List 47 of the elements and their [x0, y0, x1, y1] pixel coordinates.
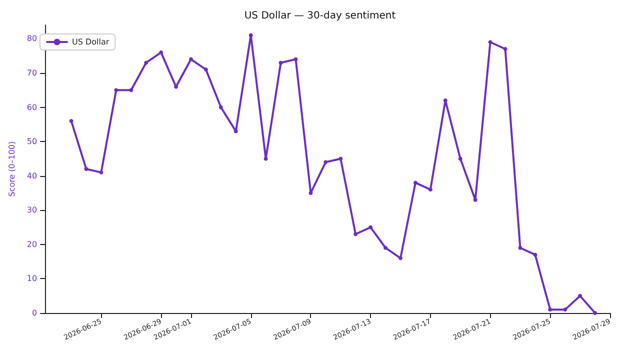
point [234, 129, 238, 134]
y-tick-label: 30 [26, 206, 38, 215]
point [578, 294, 582, 298]
point [368, 225, 373, 230]
y-tick-label: 70 [26, 68, 38, 78]
point [413, 180, 418, 185]
point [338, 156, 343, 161]
point [294, 57, 298, 62]
y-axis-title: Score (0–100) [8, 141, 16, 197]
point [384, 246, 388, 250]
legend-label: US Dollar [72, 38, 110, 46]
y-tick-label: 0 [32, 308, 38, 318]
point [159, 50, 164, 54]
point [533, 252, 538, 257]
point [264, 156, 268, 161]
point [518, 246, 522, 250]
point [129, 88, 134, 92]
point [354, 232, 358, 236]
y-tick-label: 40 [26, 171, 38, 180]
point [428, 188, 432, 192]
point [308, 191, 313, 195]
point [488, 40, 492, 44]
point [99, 170, 104, 174]
point [593, 311, 598, 315]
y-tick-label: 20 [26, 240, 38, 249]
y-tick-label: 60 [26, 102, 38, 112]
point [84, 167, 88, 171]
y-tick-label: 80 [26, 34, 38, 44]
point [458, 156, 462, 161]
point [114, 88, 118, 92]
point [69, 119, 74, 123]
y-tick-label: 50 [26, 137, 38, 146]
point [278, 60, 283, 65]
point [248, 33, 253, 38]
point [144, 60, 148, 65]
point [188, 57, 193, 62]
point [443, 98, 448, 102]
y-tick-label: 10 [26, 274, 38, 284]
point [218, 105, 223, 110]
point [398, 256, 402, 260]
chart-title: US Dollar — 30-day sentiment [244, 10, 396, 22]
point [324, 160, 328, 164]
point [563, 308, 568, 312]
point [204, 68, 208, 72]
point [473, 198, 478, 202]
point [548, 308, 552, 312]
point [503, 47, 508, 51]
